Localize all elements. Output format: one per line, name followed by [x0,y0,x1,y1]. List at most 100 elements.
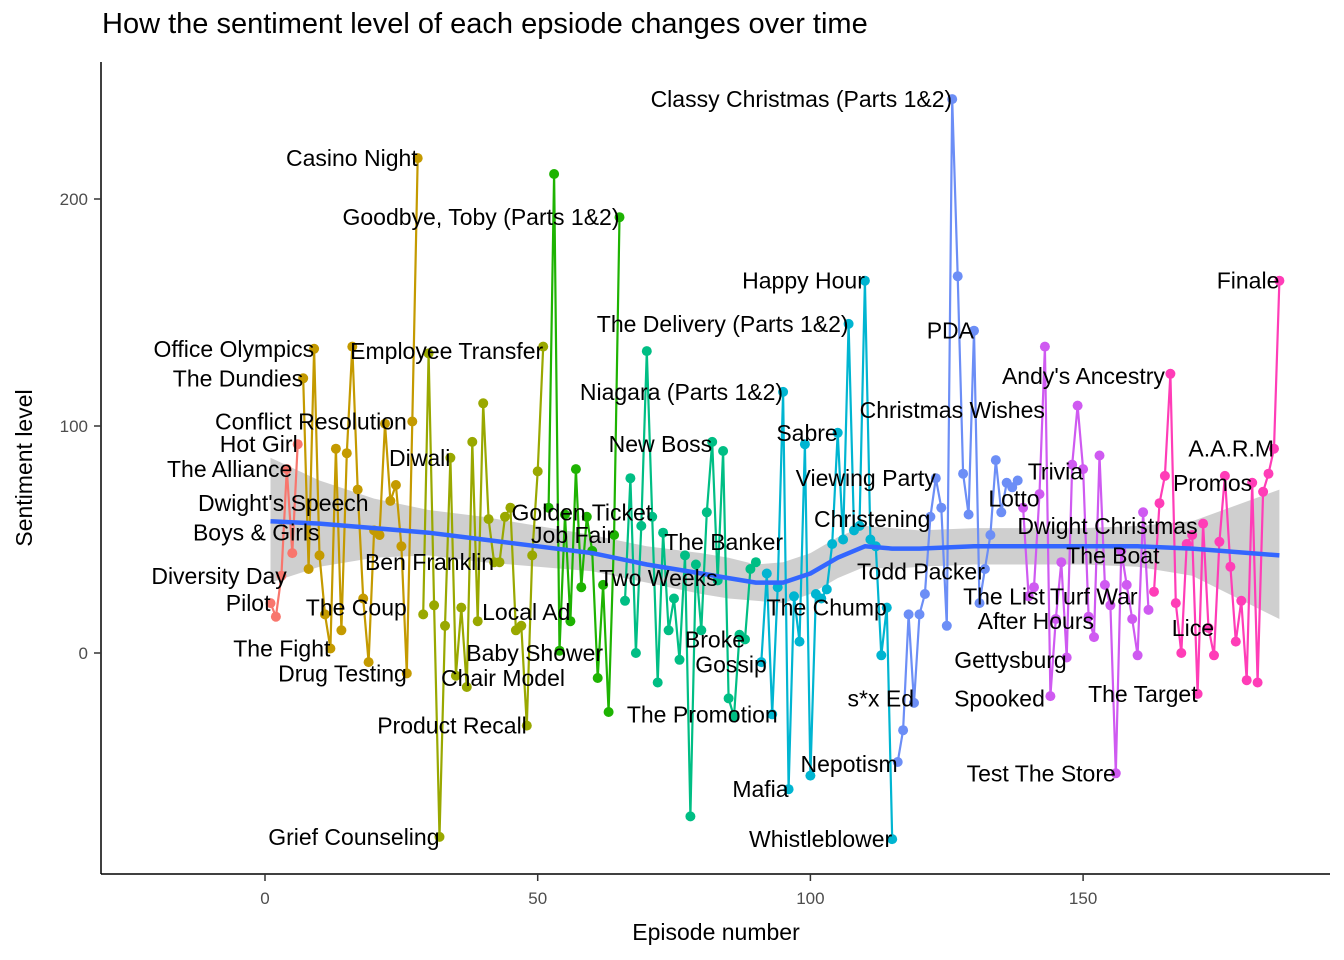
episode-label: s*x Ed [848,685,914,711]
episode-label: Todd Packer [857,558,985,584]
episode-point [554,645,565,656]
episode-label: Boys & Girls [193,520,320,546]
episode-point [298,373,309,384]
episode-label: Viewing Party [796,465,937,491]
episode-point [1143,604,1154,615]
episode-point [745,564,756,574]
episode-point [887,834,898,845]
episode-point [979,564,990,574]
axis-layer: 0 50 100 150 0 100 200 [60,62,1330,908]
episode-label: Two Weeks [599,565,717,591]
episode-point [1149,586,1159,597]
episode-point [805,770,816,781]
episode-label: Nepotism [801,751,898,777]
episode-point [767,709,778,720]
episode-point [990,455,1001,466]
episode-label: Chair Model [441,665,565,691]
episode-point [467,436,478,447]
episode-point [658,527,669,538]
episode-label: Ben Franklin [365,549,494,575]
episode-point [1165,368,1176,379]
episode-label: Broke [685,626,745,652]
episode-label: Diwali [389,445,450,471]
episode-point [363,657,374,668]
episode-point [903,609,914,620]
episode-point [450,670,461,681]
episode-point [1132,650,1143,661]
x-axis-title: Episode number [632,919,800,945]
episode-point [740,634,750,645]
episode-point [1258,486,1269,497]
episode-label: Pilot [226,590,271,616]
episode-label: Office Olympics [153,336,314,362]
episode-point [358,593,369,604]
chart-title: How the sentiment level of each epsiode … [102,8,868,40]
episode-point [1061,652,1072,663]
season-line [1152,280,1281,696]
episode-label: Lotto [988,486,1039,512]
episode-label: Employee Transfer [350,338,543,364]
episode-point [1138,507,1149,518]
episode-point [325,643,336,654]
episode-label: Lice [1172,615,1214,641]
episode-label: The List [963,583,1045,609]
episode-point [996,507,1007,518]
episode-point [292,439,303,450]
episode-label: Christening [814,506,930,532]
episode-point [718,446,729,456]
episode-point [303,564,314,574]
episode-point [685,811,696,822]
episode-point [756,657,767,668]
episode-point [1067,459,1078,470]
episode-point [816,593,827,604]
episode-label: Happy Hour [742,268,865,294]
episode-point [958,468,969,479]
episode-label: Goodbye, Toby (Parts 1&2) [343,204,620,230]
episode-point [963,509,974,520]
episode-point [1230,636,1241,647]
episode-point [418,609,429,620]
episode-point [385,495,396,506]
episode-point [1034,489,1045,500]
episode-point [494,557,505,568]
episode-point [1170,598,1181,609]
episode-label: Mafia [732,776,788,802]
episode-point [941,620,952,631]
episode-point [1203,623,1214,633]
episode-point [352,484,363,495]
episode-label: The Alliance [167,456,292,482]
episode-label: New Boss [609,431,713,457]
season-series-9 [1149,275,1285,699]
episode-point [707,436,718,447]
episode-label: The Target [1088,681,1198,707]
episode-point [1121,579,1132,590]
episode-point [1241,675,1252,686]
episode-point [663,625,674,636]
episode-point [472,616,483,627]
episode-point [1012,475,1023,486]
episode-point [374,530,385,540]
episode-label: The Fight [233,636,331,662]
episode-point [898,725,909,736]
x-tick-label: 100 [796,889,824,908]
episode-point [1214,536,1225,547]
episode-point [1029,582,1039,593]
season-line [1022,345,1150,775]
episode-point [538,341,549,352]
episode-label: Dwight Christmas [1017,513,1197,539]
episode-point [505,502,516,513]
season-series-3 [418,341,549,842]
season-series-5 [620,346,761,822]
episode-point [527,550,538,561]
episode-point [696,625,707,636]
episode-label: Grief Counseling [268,824,439,850]
episode-point [914,609,925,620]
episode-point [838,534,849,545]
episode-point [827,539,838,549]
episode-label: Drug Testing [278,660,407,686]
season-series-2 [298,153,423,679]
episode-point [969,325,979,336]
episode-point [1252,677,1263,688]
episode-point [314,550,325,561]
